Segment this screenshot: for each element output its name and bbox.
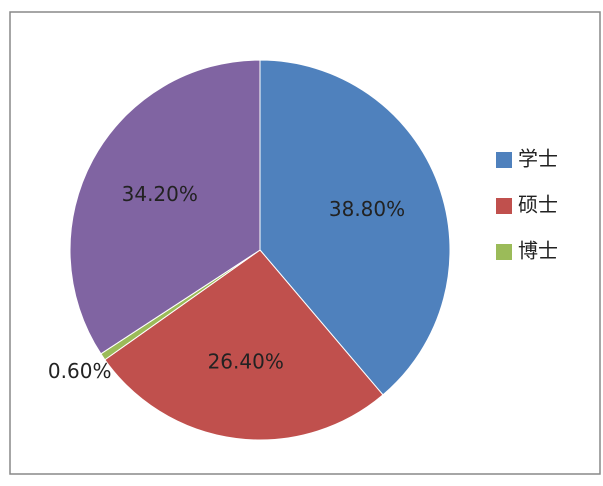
page: 38.80%26.40%0.60%34.20%学士硕士博士 (() => { c… <box>0 0 603 486</box>
data-label: 38.80% <box>329 197 405 221</box>
legend-swatch <box>496 152 512 168</box>
data-label: 0.60% <box>48 359 112 383</box>
legend-label: 硕士 <box>518 193 558 217</box>
data-label: 26.40% <box>208 350 284 374</box>
legend-label: 学士 <box>518 147 558 171</box>
legend-swatch <box>496 198 512 214</box>
chart: 38.80% 26.40% 0.60% 34.20% 学士硕士博士 <box>0 0 603 486</box>
legend-swatch <box>496 244 512 260</box>
legend-label: 博士 <box>518 239 558 263</box>
data-label: 34.20% <box>122 182 198 206</box>
